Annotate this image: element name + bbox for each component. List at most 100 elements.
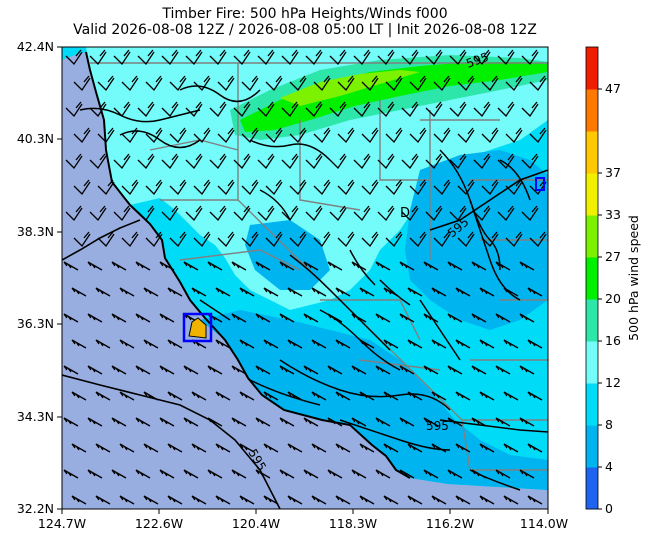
wind-barb xyxy=(455,391,471,401)
wind-barb xyxy=(385,231,403,248)
wind-barb xyxy=(97,179,115,196)
state-borders xyxy=(90,62,548,471)
wind-barb xyxy=(87,313,103,323)
wind-barb xyxy=(329,101,347,118)
wind-barb xyxy=(433,75,451,92)
wind-barb xyxy=(191,495,207,505)
wind-barb xyxy=(401,101,419,118)
wind-barb xyxy=(521,153,539,170)
wind-barb xyxy=(111,417,127,427)
wind-barb xyxy=(335,339,351,349)
wind-barb xyxy=(471,365,487,375)
fire-location-marker xyxy=(182,312,213,343)
wind-barb xyxy=(351,261,367,271)
wind-barb xyxy=(399,365,415,375)
wind-barb xyxy=(215,339,231,349)
wind-barb xyxy=(433,231,451,248)
y-tick-label: 38.3N xyxy=(17,224,54,239)
wind-barb xyxy=(503,495,519,505)
wind-barb xyxy=(239,391,255,401)
wind-barb xyxy=(143,443,159,453)
wind-barb xyxy=(409,127,427,144)
colorbar-tick-label: 27 xyxy=(605,249,621,264)
wind-barb xyxy=(519,417,535,427)
wind-barb xyxy=(495,313,511,323)
wind-barb xyxy=(287,339,303,349)
wind-barb xyxy=(257,153,275,170)
wind-barb xyxy=(479,495,495,505)
wind-barb xyxy=(353,153,371,170)
wind-barb xyxy=(399,417,415,427)
wind-barb xyxy=(183,365,199,375)
colorbar: 0 4 8 12 16 20 27 33 37 47 xyxy=(585,46,621,516)
wind-barb xyxy=(281,101,299,118)
wind-barb xyxy=(479,287,495,297)
wind-barb xyxy=(279,261,295,271)
wind-barb xyxy=(111,469,127,479)
wind-barb xyxy=(145,231,163,248)
wind-barb xyxy=(71,443,87,453)
wind-barb xyxy=(359,287,375,297)
wind-barb xyxy=(185,153,203,170)
wind-barb xyxy=(265,127,283,144)
wind-barb xyxy=(431,339,447,349)
wind-barb xyxy=(95,339,111,349)
wind-barb xyxy=(521,101,539,118)
wind-barb xyxy=(409,179,427,196)
wind-barb xyxy=(113,205,131,222)
wind-barb xyxy=(63,417,79,427)
wind-barb xyxy=(497,49,515,66)
wind-barb xyxy=(145,127,163,144)
wind-barb xyxy=(401,49,419,66)
wind-barb xyxy=(425,153,443,170)
wind-barb xyxy=(447,261,463,271)
y-tick-label: 36.3N xyxy=(17,316,54,331)
wind-barb xyxy=(433,179,451,196)
wind-barb xyxy=(217,75,235,92)
y-tick-label: 40.3N xyxy=(17,131,54,146)
wind-barb xyxy=(481,75,499,92)
colorbar-frame xyxy=(585,46,599,510)
wind-barb xyxy=(137,153,155,170)
wind-barb xyxy=(311,443,327,453)
wind-barb xyxy=(263,339,279,349)
wind-barb xyxy=(337,231,355,248)
wind-barb xyxy=(167,495,183,505)
wind-barb xyxy=(207,365,223,375)
colorbar-segment xyxy=(586,383,598,426)
wind-barb xyxy=(481,127,499,144)
wind-barb xyxy=(111,313,127,323)
wind-barb xyxy=(233,49,251,66)
wind-barb xyxy=(167,443,183,453)
wind-barb xyxy=(119,443,135,453)
wind-barb xyxy=(495,469,511,479)
wind-barb xyxy=(193,127,211,144)
wind-barb xyxy=(359,391,375,401)
wind-barb xyxy=(281,49,299,66)
x-axis-labels: 124.7W 122.6W 120.4W 118.3W 116.2W 114.0… xyxy=(38,516,568,531)
x-tick-label: 116.2W xyxy=(426,516,474,531)
wind-barb xyxy=(529,75,547,92)
wind-barb xyxy=(255,313,271,323)
wind-barb xyxy=(335,391,351,401)
wind-barb xyxy=(375,469,391,479)
wind-barb xyxy=(455,287,471,297)
wind-barb xyxy=(383,339,399,349)
wind-barb xyxy=(473,49,491,66)
wind-barb xyxy=(457,127,475,144)
colorbar-tick-label: 16 xyxy=(605,333,621,348)
wind-barb xyxy=(425,205,443,222)
colorbar-tick-label: 4 xyxy=(605,459,613,474)
wind-barb xyxy=(505,127,523,144)
wind-barb xyxy=(353,101,371,118)
plot-title-line-1: Timber Fire: 500 hPa Heights/Winds f000 xyxy=(162,6,448,22)
wind-barb xyxy=(193,231,211,248)
wind-barb xyxy=(95,495,111,505)
colorbar-tick-label: 8 xyxy=(605,417,613,432)
wind-barb xyxy=(65,205,83,222)
wind-barb xyxy=(305,153,323,170)
wind-barb xyxy=(351,417,367,427)
wind-barb xyxy=(359,495,375,505)
wind-barb xyxy=(241,231,259,248)
